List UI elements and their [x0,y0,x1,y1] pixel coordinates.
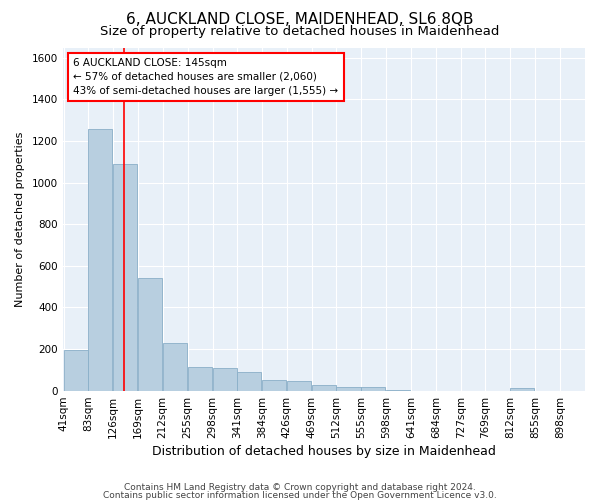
Bar [262,380,286,390]
Bar [361,387,385,390]
Text: Contains public sector information licensed under the Open Government Licence v3: Contains public sector information licen… [103,491,497,500]
Bar [64,350,88,391]
Y-axis label: Number of detached properties: Number of detached properties [15,132,25,306]
Text: Size of property relative to detached houses in Maidenhead: Size of property relative to detached ho… [100,25,500,38]
Bar [337,388,361,390]
Bar [188,366,212,390]
Bar [510,388,535,390]
Text: 6 AUCKLAND CLOSE: 145sqm
← 57% of detached houses are smaller (2,060)
43% of sem: 6 AUCKLAND CLOSE: 145sqm ← 57% of detach… [73,58,338,96]
Bar [311,386,335,390]
Bar [113,164,137,390]
Text: 6, AUCKLAND CLOSE, MAIDENHEAD, SL6 8QB: 6, AUCKLAND CLOSE, MAIDENHEAD, SL6 8QB [126,12,474,28]
Bar [138,278,162,390]
Text: Contains HM Land Registry data © Crown copyright and database right 2024.: Contains HM Land Registry data © Crown c… [124,484,476,492]
Bar [163,342,187,390]
Bar [88,128,112,390]
Bar [287,381,311,390]
Bar [238,372,262,390]
Bar [212,368,236,390]
X-axis label: Distribution of detached houses by size in Maidenhead: Distribution of detached houses by size … [152,444,496,458]
